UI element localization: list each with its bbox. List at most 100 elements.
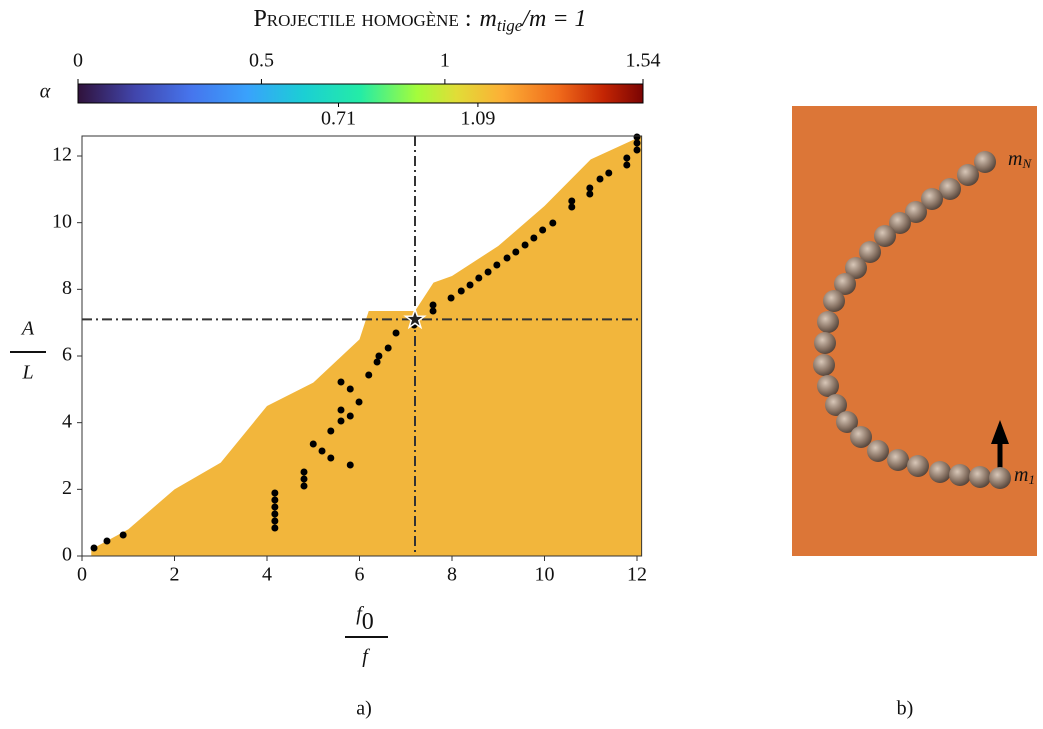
colorbar-tick-label: 1 [440,50,450,72]
point [300,475,308,483]
bead [907,455,929,477]
bead [823,290,845,312]
point [605,169,613,177]
bead [989,467,1011,489]
bead [817,375,839,397]
y-tick-label: 12 [52,144,72,166]
point [337,378,345,386]
bead [845,257,867,279]
arrow-head [991,420,1009,444]
point [103,537,111,545]
point [346,461,354,469]
chain-label-first: m1 [1014,464,1035,487]
point [475,274,483,282]
point [300,468,308,476]
colorbar-label: α [40,81,51,103]
point [633,139,641,147]
bead [921,188,943,210]
point [318,447,326,455]
point [503,254,511,262]
x-tick-label: 2 [170,564,180,586]
chain [813,151,1011,489]
point [493,261,501,269]
colorbar-minor-label: 1.09 [460,108,495,130]
point [375,352,383,360]
point [355,398,363,406]
text-part: f [356,603,364,625]
text-part: N [1021,156,1032,171]
point [568,197,576,205]
y-tick-label: 8 [62,277,72,299]
point [466,281,474,289]
point [90,544,98,552]
text-part: m [480,6,497,32]
text-part: m [1008,148,1022,170]
bead [949,464,971,486]
point [521,241,529,249]
point [327,454,335,462]
colorbar-tick-label: 1.54 [626,50,661,72]
chain-label-last: mN [1008,148,1032,171]
point [346,385,354,393]
bead [957,164,979,186]
colorbar-tick-label: 0 [73,50,83,72]
y-tick-label: 2 [62,477,72,499]
bead [929,461,951,483]
point [392,329,400,337]
point [271,496,279,504]
y-label-denominator: L [21,362,33,384]
bead [939,178,961,200]
point [484,268,492,276]
point [365,371,373,379]
point [586,184,594,192]
point [300,482,308,490]
y-label-numerator: A [20,318,35,340]
bead [859,241,881,263]
x-tick-label: 4 [262,564,272,586]
bead [813,354,835,376]
bead [836,411,858,433]
bead [850,426,872,448]
bead [974,151,996,173]
x-tick-label: 8 [447,564,457,586]
point [623,154,631,162]
bead [889,212,911,234]
colorbar-tick-label: 0.5 [249,50,274,72]
point [586,190,594,198]
x-tick-label: 0 [77,564,87,586]
point [271,489,279,497]
x-tick-label: 12 [627,564,647,586]
bead [834,273,856,295]
point [271,503,279,511]
point [429,307,437,315]
bead [874,225,896,247]
bead [969,466,991,488]
point [271,517,279,525]
text-part: m [1014,464,1028,486]
x-label-denominator: f [362,646,370,668]
panel-label: b) [897,698,914,720]
point [119,531,127,539]
text-part: tige [497,16,523,35]
point [337,417,345,425]
text-part: Projectile homogène : [253,6,471,32]
point [346,412,354,420]
point [633,146,641,154]
point [384,344,392,352]
point [373,358,381,366]
point [549,219,557,227]
point [568,203,576,211]
point [596,175,604,183]
point [271,524,279,532]
point [309,440,317,448]
colorbar [77,83,644,104]
bead [887,449,909,471]
bead [867,440,889,462]
point [447,294,455,302]
y-tick-label: 0 [62,544,72,566]
colorbar-minor-label: 0.71 [321,108,356,130]
bead [825,394,847,416]
bead [814,332,836,354]
point [457,287,465,295]
